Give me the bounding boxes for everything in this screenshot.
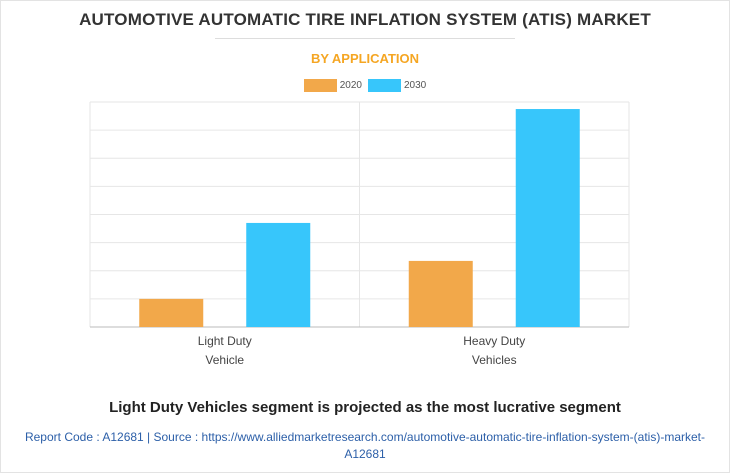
bar-2030-cat1 (515, 109, 580, 327)
legend-label-2030: 2030 (404, 80, 427, 91)
chart-title: AUTOMOTIVE AUTOMATIC TIRE INFLATION SYST… (79, 10, 651, 29)
chart-subtitle: BY APPLICATION (310, 51, 420, 66)
x-tick-label-line: Heavy Duty (463, 334, 525, 348)
legend-item-2020: 2020 (303, 79, 362, 92)
source-line-1: Report Code : A12681 | Source : https://… (24, 430, 706, 444)
legend-swatch-2020 (303, 79, 337, 92)
title-divider (215, 38, 515, 39)
footer-source: Report Code : A12681 | Source : https://… (15, 429, 715, 463)
legend-item-2030: 2030 (368, 79, 426, 92)
legend-label-2020: 2020 (339, 80, 362, 91)
source-line-2: A12681 (344, 447, 386, 461)
bar-2020-cat0 (139, 298, 204, 327)
bar-2020-cat1 (408, 260, 473, 327)
x-tick-label-line: Light Duty (198, 334, 252, 348)
x-tick-label: Heavy Duty Vehicles (463, 334, 525, 367)
x-tick-label: Light Duty Vehicle (198, 334, 252, 367)
legend-swatch-2030 (368, 79, 401, 92)
bar-2030-cat0 (246, 222, 311, 327)
bar-chart: Light Duty Vehicle Heavy Duty Vehicles (89, 101, 630, 367)
x-tick-label-line: Vehicle (205, 353, 244, 367)
x-tick-label-line: Vehicles (472, 353, 517, 367)
footer-headline: Light Duty Vehicles segment is projected… (109, 399, 621, 416)
legend: 2020 2030 (0, 79, 730, 92)
